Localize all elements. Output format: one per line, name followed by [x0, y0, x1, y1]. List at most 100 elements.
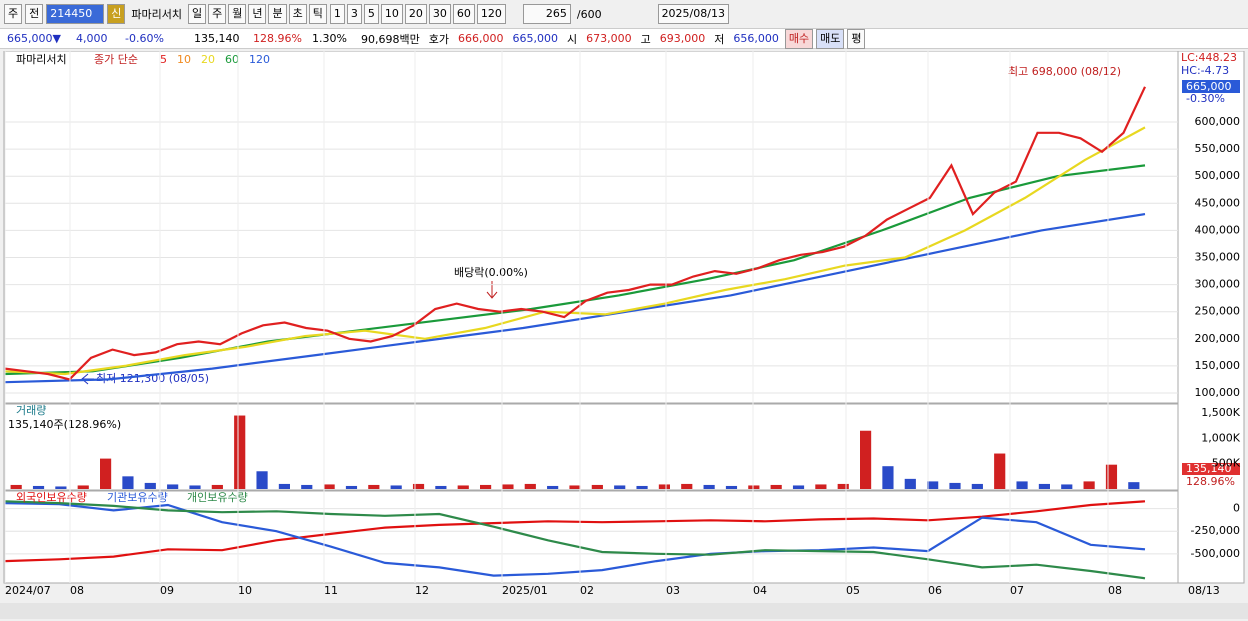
series-line: [4, 502, 1146, 577]
volume: 135,140: [194, 32, 240, 45]
volume-bar: [547, 485, 559, 489]
volume-bar: [234, 415, 246, 489]
y-tick-label: 550,000: [1195, 142, 1241, 155]
scrollbar[interactable]: [0, 603, 1248, 619]
interval-button[interactable]: 30: [428, 4, 451, 24]
period-button[interactable]: 년: [248, 4, 267, 24]
volume-bar: [614, 485, 626, 489]
volume-bar: [211, 484, 223, 489]
hc: HC:-4.73: [1181, 64, 1229, 77]
series-line: [4, 164, 1146, 376]
sell-button[interactable]: 매도: [816, 28, 845, 49]
legend-item: 20: [201, 53, 215, 66]
y-tick-label: -250,000: [1191, 524, 1240, 537]
mode[interactable]: 주: [4, 4, 23, 24]
price: 665,000▼: [7, 32, 61, 45]
volume-bar: [748, 485, 760, 489]
volume-bar: [636, 485, 648, 489]
volume-bar: [994, 453, 1006, 489]
count-max: /600: [576, 7, 602, 21]
volume-bar: [703, 484, 715, 489]
volume-bar: [591, 484, 603, 489]
interval-button[interactable]: 20: [404, 4, 427, 24]
volume-last: 135,140: [1186, 462, 1232, 475]
volume-bar: [100, 458, 112, 489]
period-button[interactable]: 분: [268, 4, 287, 24]
volume-bar: [278, 483, 290, 489]
volume-last-rate: 128.96%: [1186, 475, 1235, 488]
quote-bar: 665,000▼ 4,000 -0.60% 135,140 128.96% 1.…: [0, 28, 1248, 49]
volume-bar: [122, 476, 134, 489]
period-button[interactable]: 초: [288, 4, 307, 24]
x-tick-label: 09: [160, 584, 174, 597]
bid: 665,000: [512, 32, 558, 45]
ask: 666,000: [457, 32, 504, 45]
volume-note: 135,140주(128.96%): [8, 418, 121, 431]
prev[interactable]: 전: [25, 4, 44, 24]
series-line: [4, 213, 1146, 384]
volume-last-box: [1182, 463, 1240, 475]
volume-bar: [390, 485, 402, 489]
volume-bar: [1038, 483, 1050, 489]
price-panel-bg: [3, 51, 1179, 404]
x-tick-label: 08: [1108, 584, 1122, 597]
volume-bar: [658, 484, 670, 489]
low-note: 최저 121,300 (08/05): [96, 372, 209, 385]
x-tick-label: 07: [1010, 584, 1024, 597]
interval-button[interactable]: 10: [380, 4, 403, 24]
date[interactable]: 2025/08/13: [657, 4, 729, 24]
x-tick-label: 10: [238, 584, 252, 597]
avg-button[interactable]: 평: [847, 28, 866, 49]
x-tick-label: 2025/01: [502, 584, 548, 597]
series-line: [4, 126, 1146, 376]
legend-item: 개인보유수량: [187, 491, 248, 504]
amount: 90,698백만: [361, 32, 420, 46]
period-button[interactable]: 일: [187, 4, 207, 24]
change: 4,000: [76, 32, 108, 45]
volume-bar: [502, 484, 514, 489]
y-tick-label: 300,000: [1195, 278, 1241, 291]
y-tick-label: 600,000: [1195, 115, 1241, 128]
volume-bar: [368, 484, 380, 489]
y-tick-label: 1,000K: [1201, 431, 1240, 444]
y-tick-label: 200,000: [1195, 332, 1241, 345]
x-tick-label: 04: [753, 584, 767, 597]
y-tick-label: 500,000: [1195, 169, 1241, 182]
period-button[interactable]: 월: [228, 4, 247, 24]
y-tick-label: 500K: [1212, 457, 1241, 470]
low-label: 저: [714, 32, 725, 46]
interval-button[interactable]: 60: [452, 4, 475, 24]
investor-panel-bg: [3, 490, 1179, 584]
lc: LC:448.23: [1181, 51, 1237, 64]
count[interactable]: 265: [522, 4, 571, 24]
interval-button[interactable]: 3: [346, 4, 362, 24]
volume-bar: [815, 484, 827, 489]
volume-panel-bg: [3, 403, 1179, 491]
volume-bar: [725, 485, 738, 489]
interval-button[interactable]: 120: [476, 4, 506, 24]
volume-bar: [167, 484, 179, 489]
open-label: 시: [566, 32, 578, 46]
legend-item: 10: [177, 53, 191, 66]
volume-bar: [927, 481, 939, 489]
code-input[interactable]: 214450: [46, 4, 105, 24]
volume-bar: [1105, 464, 1118, 489]
volume-bar: [77, 485, 89, 489]
volume-bar: [837, 483, 849, 489]
period-button[interactable]: 틱: [308, 4, 327, 24]
x-tick-label: 08: [70, 584, 84, 597]
volume-bar: [457, 485, 469, 489]
y-tick-label: 0: [1233, 502, 1240, 515]
volume-bar: [323, 484, 335, 489]
legend-item: 5: [160, 53, 167, 66]
x-tick-label: 02: [580, 584, 594, 597]
interval-button[interactable]: 1: [329, 4, 345, 24]
interval-button[interactable]: 5: [363, 4, 379, 24]
period-button[interactable]: 주: [208, 4, 227, 24]
buy-button[interactable]: 매수: [784, 28, 814, 49]
y-tick-label: 1,500K: [1201, 406, 1240, 419]
high: 693,000: [659, 32, 706, 45]
panel-title: 파마리서치: [16, 53, 67, 66]
